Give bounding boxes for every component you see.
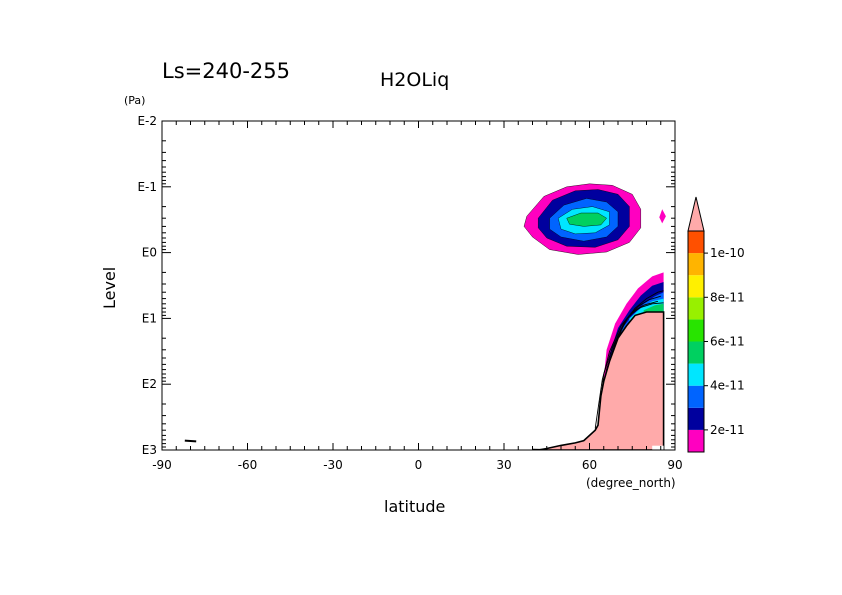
x-tick-label: -60 [238,458,258,472]
y-tick-label: E1 [142,311,157,325]
colorbar-swatch [688,297,704,320]
plot-area [184,183,666,450]
band-outline-1 [523,183,641,255]
x-tick-label: 90 [667,458,682,472]
colorbar-label: 2e-11 [710,423,745,437]
band-outline-3 [549,198,619,242]
feature-edge-blob [659,209,666,224]
chart-subtitle: Ls=240-255 [162,59,290,83]
x-unit-label: (degree_north) [586,476,676,490]
axis-ticks [161,120,676,451]
colorbar-swatch [688,341,704,364]
y-tick-label: E-1 [137,180,157,194]
edge-blob-level-1 [659,209,666,224]
terrain-notch [652,445,664,450]
colorbar-swatch [688,407,704,430]
band-outline-5 [566,212,607,227]
y-tick-label: E-2 [137,114,157,128]
x-tick-label: 60 [582,458,597,472]
colorbar-label: 1e-10 [710,246,745,260]
x-tick-label: -30 [323,458,343,472]
colorbar-swatch [688,319,704,342]
x-axis-title: latitude [384,497,445,516]
y-tick-label: E0 [142,246,157,260]
band-outline-2 [538,189,630,248]
colorbar-swatch [688,385,704,408]
colorbar-swatch [688,429,704,452]
chart-title: H2OLiq [380,69,449,91]
colorbar-label: 8e-11 [710,290,745,304]
colorbar-swatch [688,363,704,386]
x-tick-labels: -90 -60 -30 0 30 60 90 [152,458,682,472]
y-axis-title: Level [100,267,119,309]
y-tick-labels: E-2 E-1 E0 E1 E2 E3 [137,114,157,457]
y-unit-label: (Pa) [124,94,145,107]
colorbar-label: 4e-11 [710,379,745,393]
y-tick-label: E3 [142,443,157,457]
colorbar-swatch [688,275,704,298]
feature-upper-cloud-band [524,183,641,255]
speck-1 [184,439,197,443]
upper-cloud-band-level-5 [566,213,607,227]
band-outline-4 [557,206,610,235]
colorbar-swatch [688,231,704,254]
contour-line-3 [594,300,659,429]
colorbar: 2e-11 4e-11 6e-11 8e-11 1e-10 [687,196,745,453]
colorbar-swatch [688,253,704,276]
terrain-mask [538,311,665,450]
x-tick-label: 0 [415,458,423,472]
x-tick-label: -90 [152,458,172,472]
y-tick-label: E2 [142,377,157,391]
colorbar-label: 6e-11 [710,335,745,349]
x-tick-label: 30 [496,458,511,472]
